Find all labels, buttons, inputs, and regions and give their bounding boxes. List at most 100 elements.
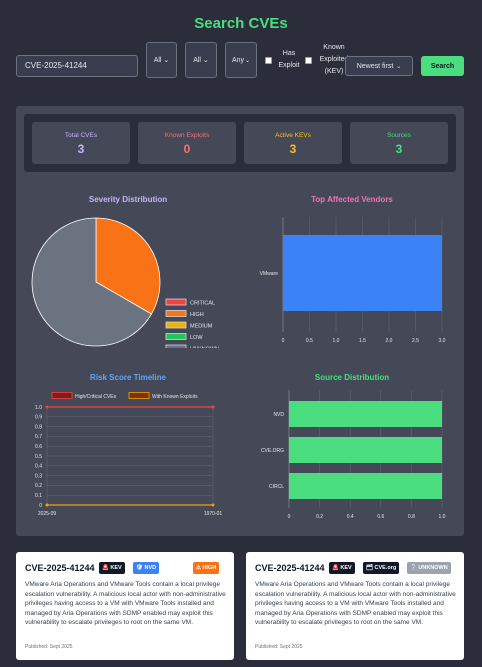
stat-value: 3 [77,142,85,156]
severity-badge: ❔ UNKNOWN [407,562,451,574]
source-chart-title: Source Distribution [314,373,390,382]
legend-swatch [165,298,187,306]
legend-swatch [165,310,187,317]
data-point [45,503,49,507]
filter-select-3-value: Any [231,56,245,64]
x-tick-label: 0 [282,338,285,344]
has-exploit-checkbox[interactable]: Has Exploit [265,48,302,72]
vendors-bar-chart: 0 0.5 1.0 1.5 2.0 2.5 3.0 VMware [260,217,446,344]
legend-label: MEDIUM [190,324,213,330]
filter-select-3[interactable]: Any ⌄ [225,42,257,78]
search-button[interactable]: Search [421,56,464,76]
x-tick-label: 0.4 [347,514,354,520]
data-point [211,405,215,409]
vendors-chart-title: Top Affected Vendors [311,195,393,204]
search-input[interactable]: CVE-2025-41244 [16,55,138,77]
y-tick-label: 0.3 [35,473,42,479]
x-tick-label: 2025-09 [38,511,57,517]
checkbox-box[interactable] [265,56,272,64]
timeline-chart-title: Risk Score Timeline [90,373,166,382]
bar-cveorg [289,437,442,463]
known-exploited-checkbox[interactable]: Known Exploited (KEV) [305,42,352,78]
stat-known-exploits: Known Exploits 0 [138,122,236,164]
stat-total-cves: Total CVEs 3 [32,122,130,164]
data-point [211,503,215,507]
legend-label: CRITICAL [190,301,215,307]
y-tick-label: 0.7 [35,434,42,440]
legend-swatch [51,392,73,399]
x-tick-label: 1.5 [359,338,366,344]
filter-select-2[interactable]: All ⌄ [185,42,217,78]
bar-circl [289,473,442,499]
y-tick-label: 0.9 [35,415,42,421]
stat-value: 3 [289,142,297,156]
y-tick-label: 0 [39,503,42,509]
y-tick-label: 0.5 [35,454,42,460]
x-tick-label: 2.0 [386,338,393,344]
cve-description: VMware Aria Operations and VMware Tools … [255,581,456,627]
chevron-down-icon: ⌄ [396,63,402,70]
x-tick-label: 2.5 [412,338,419,344]
x-tick-label: 3.0 [439,338,446,344]
x-tick-label: 1.0 [439,514,446,520]
legend-label: HIGH [190,312,204,318]
pie-slice-high [95,217,161,315]
cve-id[interactable]: CVE-2025-41244 [25,563,95,573]
y-tick-label: 0.2 [35,483,42,489]
x-tick-label: 0.8 [408,514,415,520]
known-exploited-label: Known Exploited (KEV) [319,44,349,75]
y-tick-label: 0.8 [35,424,42,430]
cve-id[interactable]: CVE-2025-41244 [255,563,325,573]
y-tick-label: 0.1 [35,493,42,499]
legend-label: High/Critical CVEs [75,394,117,400]
x-tick-label: 0.6 [377,514,384,520]
pie-slice-unknown [31,217,152,347]
kev-badge: 🚨 KEV [99,562,125,574]
severity-badge: ⚠ HIGH [193,562,220,574]
stat-label: Known Exploits [164,132,210,139]
chevron-down-icon: ⌄ [245,57,251,64]
stat-label: Sources [387,132,411,139]
stat-active-kevs: Active KEVs 3 [244,122,342,164]
stats-bar: Total CVEs 3 Known Exploits 0 Active KEV… [24,114,456,172]
y-tick-label: 0.6 [35,444,42,450]
bar-vmware [283,235,442,311]
cveorg-badge: 🗂 CVE.org [363,562,400,574]
source-bar-chart: 0 0.2 0.4 0.6 0.8 1.0 NVD CVE.ORG CIRCL [261,390,446,520]
checkbox-box[interactable] [305,56,312,64]
stat-value: 0 [183,142,191,156]
legend-label: LOW [190,335,203,341]
severity-pie-chart: CRITICAL HIGH MEDIUM LOW UNKNOWN [31,217,219,349]
legend-label: UNKNOWN [190,347,219,349]
stat-label: Active KEVs [275,132,311,139]
y-tick-label: NVD [273,412,284,418]
legend-label: With Known Exploits [152,394,198,400]
legend-swatch [165,321,187,329]
data-point [45,405,49,409]
y-tick-label: CIRCL [269,484,284,490]
cve-description: VMware Aria Operations and VMware Tools … [25,581,226,627]
bar-nvd [289,401,442,427]
y-tick-label: 0.4 [35,464,42,470]
cve-card[interactable]: CVE-2025-41244 🚨 KEV 🗂 CVE.org ❔ UNKNOWN… [246,552,464,660]
stat-sources: Sources 3 [350,122,448,164]
timeline-line-chart: 0 0.1 0.2 0.3 0.4 0.5 0.6 0.7 0.8 0.9 1.0 2025-09 19… [35,392,222,517]
dashboard-panel: Total CVEs 3 Known Exploits 0 Active KEV… [16,106,464,536]
cve-card[interactable]: CVE-2025-41244 🚨 KEV 🛡 NVD ⚠ HIGH VMware… [16,552,234,660]
y-tick-label: 1.0 [35,405,42,411]
stat-label: Total CVEs [64,132,98,139]
x-tick-label: 0.5 [306,338,313,344]
legend-swatch [128,392,150,399]
legend-swatch [165,333,187,340]
nvd-badge: 🛡 NVD [133,562,160,574]
x-tick-label: 1.0 [333,338,340,344]
sort-select[interactable]: Newest first ⌄ [345,56,413,76]
x-tick-label: 0 [288,514,291,520]
filter-select-1[interactable]: All ⌄ [146,42,177,78]
published-date: Published: Sept 2025 [255,644,303,650]
page-title: Search CVEs [194,15,288,32]
y-tick-label: VMware [260,271,279,277]
x-tick-label: 0.2 [316,514,323,520]
published-date: Published: Sept 2025 [25,644,73,650]
y-tick-label: CVE.ORG [261,448,284,454]
